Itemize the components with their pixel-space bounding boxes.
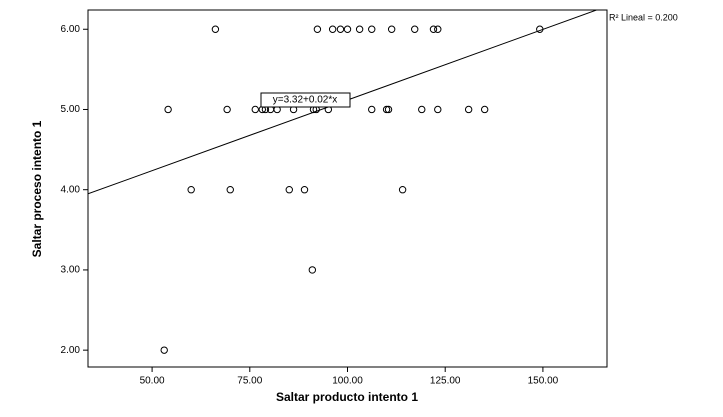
point (384, 105, 393, 114)
point (308, 266, 317, 274)
point (313, 25, 322, 33)
y-tick-label: 6.00 (61, 24, 81, 35)
point (464, 105, 473, 114)
point (343, 25, 352, 33)
point (336, 25, 345, 33)
y-tick-label: 5.00 (61, 104, 81, 115)
point (251, 105, 259, 114)
x-tick-label: 125.00 (430, 376, 461, 387)
point (223, 105, 231, 114)
x-axis-title: Saltar producto intento 1 (276, 390, 418, 404)
y-tick-label: 2.00 (61, 345, 81, 356)
point (429, 25, 438, 33)
x-tick-label: 100.00 (332, 376, 363, 387)
point (211, 25, 220, 33)
point (160, 346, 168, 354)
point (300, 186, 309, 194)
point (398, 186, 407, 194)
point (368, 105, 376, 114)
point (382, 105, 391, 114)
point (387, 25, 396, 33)
point (418, 105, 426, 114)
point (355, 25, 364, 33)
y-tick-label: 4.00 (61, 184, 81, 195)
y-axis-title: Saltar proceso intento 1 (30, 120, 44, 257)
point (434, 105, 442, 114)
plot-frame (87, 9, 608, 368)
r2-label: R² Lineal = 0.200 (609, 12, 678, 22)
point (368, 25, 376, 33)
point (164, 105, 172, 114)
point (226, 186, 234, 194)
point (480, 105, 489, 114)
fit-label-box (260, 92, 351, 108)
point (187, 186, 195, 194)
point (285, 186, 293, 194)
x-tick-label: 50.00 (140, 376, 165, 387)
point (434, 25, 442, 33)
y-tick-label: 3.00 (61, 265, 81, 276)
point (328, 25, 337, 33)
x-tick-label: 150.00 (528, 376, 559, 387)
x-tick-label: 75.00 (237, 376, 262, 387)
fit-label: y=3.32+0.02*x (273, 95, 338, 106)
point (536, 25, 544, 33)
point (411, 25, 419, 33)
